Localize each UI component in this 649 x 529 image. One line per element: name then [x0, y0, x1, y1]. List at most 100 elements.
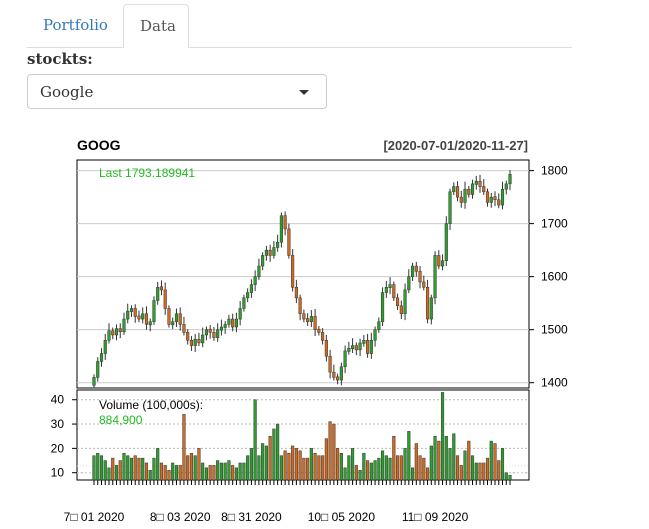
volume-bar: [249, 448, 253, 481]
price-tick-label: 1600: [541, 270, 568, 284]
candle-body: [129, 308, 134, 312]
volume-bar: [261, 443, 265, 481]
volume-last-value: 884,900: [99, 413, 143, 427]
candle-body: [276, 241, 280, 248]
date-tick-label: 11□ 09 2020: [402, 510, 469, 524]
candle-body: [347, 347, 351, 352]
stock-select[interactable]: Google: [27, 74, 327, 109]
candle-body: [272, 247, 276, 256]
volume-bar: [298, 450, 302, 481]
volume-bar: [197, 448, 201, 481]
volume-bar: [163, 465, 167, 481]
candle-body: [283, 215, 287, 230]
volume-bar: [500, 448, 505, 481]
stock-chart: GOOG [2020-07-01/2020-11-27] 1400 1500 160…: [51, 137, 568, 524]
candle-body: [403, 289, 407, 315]
volume-bar: [276, 423, 280, 481]
candle-body: [508, 174, 512, 185]
candle-body: [279, 215, 283, 243]
volume-bar: [489, 440, 493, 481]
stock-select-value: Google: [40, 83, 94, 101]
candle-body: [242, 297, 246, 309]
volume-bar: [107, 467, 111, 481]
candle-body: [452, 186, 456, 193]
candle-body: [246, 292, 250, 299]
volume-bar: [366, 460, 370, 481]
candle-body: [189, 340, 194, 346]
volume-bar: [309, 448, 313, 481]
price-tick-label: 1500: [541, 323, 568, 337]
candle-body: [384, 287, 388, 293]
candle-body: [493, 196, 497, 201]
candle-body: [152, 300, 156, 322]
volume-bar: [384, 455, 388, 481]
volume-bar: [279, 455, 283, 481]
volume-bar: [497, 460, 501, 481]
volume-bar: [377, 457, 381, 481]
candle-body: [321, 332, 325, 341]
candle-body: [216, 329, 220, 338]
volume-bar: [448, 448, 452, 481]
volume-bar: [504, 472, 508, 481]
tab-portfolio[interactable]: Portfolio: [43, 16, 108, 34]
candle-body: [425, 287, 430, 320]
candle-body: [92, 377, 96, 386]
candle-body: [485, 191, 490, 203]
candle-body: [167, 308, 171, 325]
candle-body: [422, 281, 426, 288]
candle-body: [107, 330, 111, 341]
candle-body: [392, 284, 396, 299]
candle-body: [339, 366, 343, 381]
volume-bar: [129, 457, 134, 481]
candle-body: [159, 286, 164, 291]
candle-body: [343, 350, 347, 368]
candle-body: [298, 297, 302, 315]
volume-bar: [433, 435, 437, 481]
volume-tick-label: 20: [51, 441, 65, 455]
candle-body: [204, 329, 208, 336]
volume-bar: [208, 465, 212, 481]
candle-body: [234, 318, 238, 328]
candle-body: [261, 255, 265, 267]
volume-bar: [399, 455, 403, 481]
volume-bar: [148, 470, 152, 481]
caret-down-icon[interactable]: [299, 90, 309, 95]
volume-bar: [272, 428, 276, 481]
volume-bar: [122, 452, 126, 481]
candle-body: [470, 183, 475, 195]
volume-bar: [347, 455, 351, 481]
price-tick-label: 1800: [541, 164, 568, 178]
tab-data[interactable]: Data: [123, 4, 189, 48]
candle-body: [182, 324, 186, 333]
volume-bar: [407, 431, 411, 481]
candle-body: [351, 345, 355, 350]
candle-body: [433, 255, 437, 299]
volume-bar: [459, 465, 463, 481]
candle-body: [381, 292, 385, 322]
candle-body: [317, 328, 321, 333]
volume-bar: [291, 445, 295, 481]
candle-body: [366, 340, 370, 354]
candle-body: [448, 191, 452, 224]
candle-body: [313, 316, 317, 330]
price-candles: [92, 170, 512, 389]
candle-body: [410, 265, 415, 277]
candle-body: [291, 255, 295, 288]
candle-body: [429, 297, 433, 320]
volume-bar: [268, 435, 272, 481]
volume-bar: [99, 455, 104, 481]
volume-bar: [159, 462, 164, 481]
price-axis: 1400 1500 1600 1700 1800: [529, 164, 568, 390]
candle-body: [328, 355, 332, 373]
volume-bar: [455, 455, 460, 481]
volume-bar: [482, 462, 486, 481]
date-tick-label: 8□ 31 2020: [221, 510, 282, 524]
volume-bar: [381, 450, 385, 481]
volume-bar: [429, 445, 433, 481]
volume-bar: [223, 462, 227, 481]
volume-bar: [231, 465, 235, 481]
volume-bar: [156, 448, 160, 481]
volume-bar: [362, 452, 366, 481]
date-tick-label: 10□ 05 2020: [308, 510, 376, 524]
volume-bar: [242, 462, 246, 481]
